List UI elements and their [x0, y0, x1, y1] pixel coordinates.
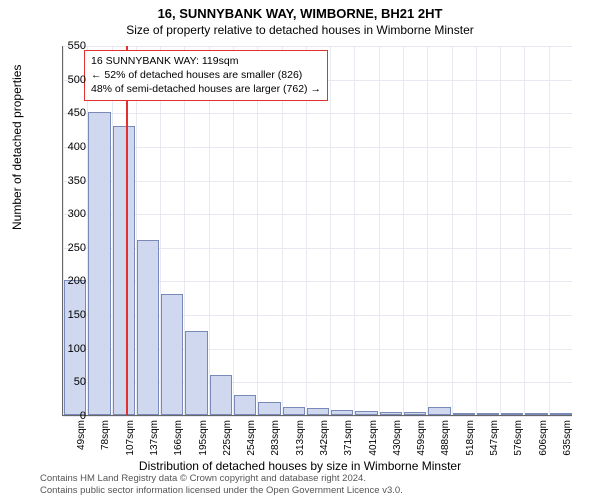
- x-tick-label: 166sqm: [173, 420, 184, 460]
- histogram-bar: [550, 413, 572, 415]
- x-axis-label: Distribution of detached houses by size …: [0, 459, 600, 473]
- gridline-vertical: [403, 46, 404, 415]
- footer-line2: Contains public sector information licen…: [40, 485, 403, 497]
- histogram-bar: [185, 331, 207, 415]
- x-tick-label: 371sqm: [343, 420, 354, 460]
- gridline-horizontal: [63, 147, 572, 148]
- x-tick-label: 430sqm: [392, 420, 403, 460]
- gridline-horizontal: [63, 46, 572, 47]
- infobox-line-larger: 48% of semi-detached houses are larger (…: [91, 82, 321, 96]
- gridline-vertical: [209, 46, 210, 415]
- gridline-vertical: [282, 46, 283, 415]
- infobox-line-property: 16 SUNNYBANK WAY: 119sqm: [91, 54, 321, 68]
- gridline-vertical: [257, 46, 258, 415]
- gridline-horizontal: [63, 416, 572, 417]
- histogram-bar: [88, 112, 110, 415]
- x-tick-label: 547sqm: [489, 420, 500, 460]
- histogram-bar: [258, 402, 280, 415]
- attribution-footer: Contains HM Land Registry data © Crown c…: [40, 473, 403, 497]
- histogram-bar: [477, 413, 499, 415]
- y-tick-label: 400: [46, 141, 86, 153]
- property-marker-line: [126, 46, 128, 415]
- gridline-vertical: [306, 46, 307, 415]
- gridline-vertical: [427, 46, 428, 415]
- histogram-bar: [234, 395, 256, 415]
- x-tick-label: 283sqm: [270, 420, 281, 460]
- y-tick-label: 50: [46, 376, 86, 388]
- histogram-bar: [453, 413, 475, 415]
- x-tick-label: 488sqm: [440, 420, 451, 460]
- x-tick-label: 195sqm: [198, 420, 209, 460]
- gridline-vertical: [549, 46, 550, 415]
- x-tick-label: 401sqm: [368, 420, 379, 460]
- histogram-bar: [161, 294, 183, 415]
- x-tick-label: 459sqm: [416, 420, 427, 460]
- histogram-bar: [525, 413, 547, 415]
- gridline-horizontal: [63, 214, 572, 215]
- gridline-horizontal: [63, 113, 572, 114]
- y-tick-label: 200: [46, 275, 86, 287]
- x-tick-label: 576sqm: [513, 420, 524, 460]
- histogram-bar: [428, 407, 450, 415]
- page-title-address: 16, SUNNYBANK WAY, WIMBORNE, BH21 2HT: [0, 0, 600, 21]
- y-axis-label: Number of detached properties: [10, 65, 24, 230]
- x-tick-label: 313sqm: [295, 420, 306, 460]
- gridline-vertical: [524, 46, 525, 415]
- x-tick-label: 137sqm: [149, 420, 160, 460]
- gridline-horizontal: [63, 181, 572, 182]
- plot-area: [62, 46, 572, 416]
- histogram-bar: [331, 410, 353, 415]
- histogram-bar: [137, 240, 159, 415]
- footer-line1: Contains HM Land Registry data © Crown c…: [40, 473, 403, 485]
- y-tick-label: 150: [46, 309, 86, 321]
- x-tick-label: 606sqm: [538, 420, 549, 460]
- y-tick-label: 350: [46, 175, 86, 187]
- histogram-bar: [283, 407, 305, 415]
- gridline-vertical: [330, 46, 331, 415]
- gridline-vertical: [476, 46, 477, 415]
- y-tick-label: 500: [46, 74, 86, 86]
- y-tick-label: 450: [46, 107, 86, 119]
- page-subtitle: Size of property relative to detached ho…: [0, 21, 600, 37]
- gridline-vertical: [354, 46, 355, 415]
- histogram-bar: [380, 412, 402, 415]
- y-tick-label: 250: [46, 242, 86, 254]
- histogram-bar: [501, 413, 523, 415]
- histogram-bar: [355, 411, 377, 415]
- y-tick-label: 100: [46, 343, 86, 355]
- x-tick-label: 225sqm: [222, 420, 233, 460]
- histogram-bar: [404, 412, 426, 415]
- infobox-line-smaller: ← 52% of detached houses are smaller (82…: [91, 68, 321, 82]
- histogram-bar: [210, 375, 232, 415]
- x-tick-label: 49sqm: [76, 420, 87, 460]
- chart-container: [62, 46, 572, 416]
- x-tick-label: 342sqm: [319, 420, 330, 460]
- x-tick-label: 518sqm: [465, 420, 476, 460]
- histogram-bar: [307, 408, 329, 415]
- gridline-vertical: [233, 46, 234, 415]
- y-tick-label: 300: [46, 208, 86, 220]
- histogram-bar: [113, 126, 135, 415]
- gridline-vertical: [500, 46, 501, 415]
- y-tick-label: 550: [46, 40, 86, 52]
- x-tick-label: 254sqm: [246, 420, 257, 460]
- x-tick-label: 635sqm: [562, 420, 573, 460]
- property-info-box: 16 SUNNYBANK WAY: 119sqm ← 52% of detach…: [84, 50, 328, 101]
- x-tick-label: 107sqm: [125, 420, 136, 460]
- x-tick-label: 78sqm: [100, 420, 111, 460]
- gridline-vertical: [379, 46, 380, 415]
- gridline-vertical: [452, 46, 453, 415]
